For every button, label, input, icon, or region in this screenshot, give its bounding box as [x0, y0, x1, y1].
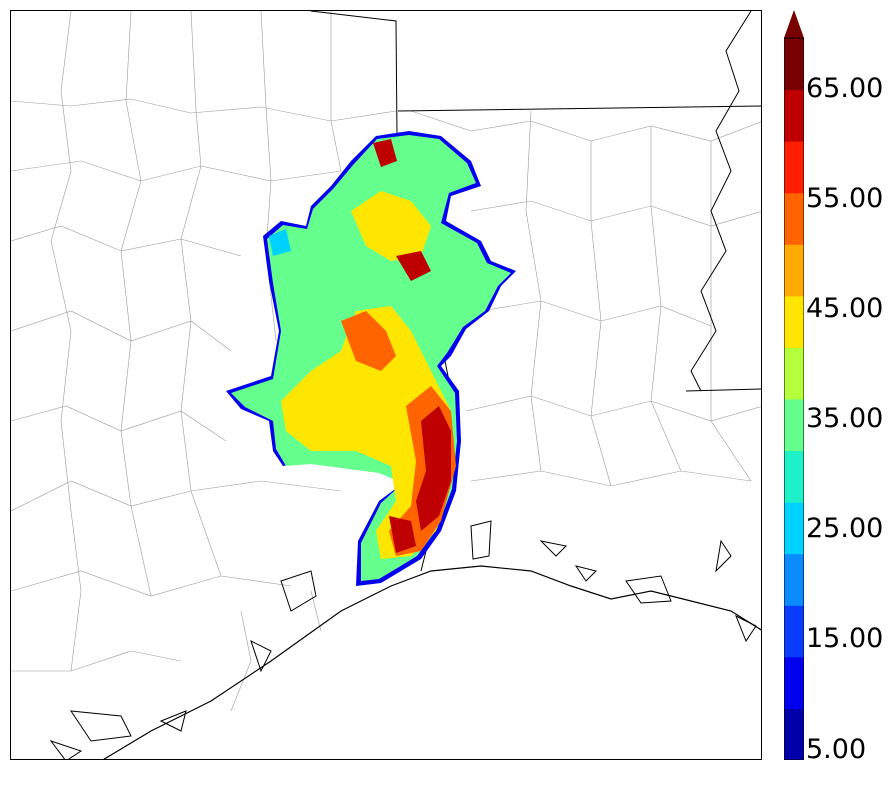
precipitation-field: [226, 131, 516, 586]
coastline: [103, 565, 761, 759]
colorbar-segment: [784, 399, 804, 452]
colorbar-border: [784, 37, 804, 760]
colorbar-segment: [784, 38, 804, 91]
field-band-45: [281, 306, 451, 559]
colorbar-segment: [784, 89, 804, 142]
colorbar-segment: [784, 295, 804, 348]
coastal-islands: [49, 520, 757, 759]
field-band-55-mid: [341, 311, 396, 371]
colorbar-segments: [784, 38, 804, 760]
colorbar-tick-label: 35.00: [806, 403, 884, 434]
colorbar: [784, 10, 804, 760]
field-band-25-west: [269, 229, 291, 256]
colorbar-segment: [784, 605, 804, 658]
colorbar-tick-label: 15.00: [806, 623, 884, 654]
colorbar-segment: [784, 141, 804, 194]
colorbar-extend-arrow: [784, 10, 804, 38]
colorbar-tick-label: 45.00: [806, 293, 884, 324]
colorbar-segment: [784, 192, 804, 245]
river: [690, 11, 752, 392]
field-band-65-south: [389, 516, 416, 553]
field-band-65-top: [373, 139, 397, 167]
colorbar-segment: [784, 244, 804, 297]
colorbar-tick-label: 25.00: [806, 513, 884, 544]
map-canvas: [11, 11, 761, 759]
county-boundaries: [11, 11, 761, 712]
colorbar-segment: [784, 656, 804, 709]
colorbar-tick-label: 55.00: [806, 183, 884, 214]
field-band-65: [416, 406, 451, 531]
colorbar-segment: [784, 347, 804, 400]
field-band-65-north: [396, 251, 431, 281]
colorbar-segment: [784, 502, 804, 555]
field-band-45-north: [351, 191, 431, 261]
colorbar-segment: [784, 553, 804, 606]
colorbar-segment: [784, 450, 804, 503]
colorbar-tick-label: 65.00: [806, 73, 884, 104]
colorbar-segment: [784, 708, 804, 760]
colorbar-tick-label: 5.00: [806, 734, 867, 765]
map-panel: [10, 10, 762, 760]
